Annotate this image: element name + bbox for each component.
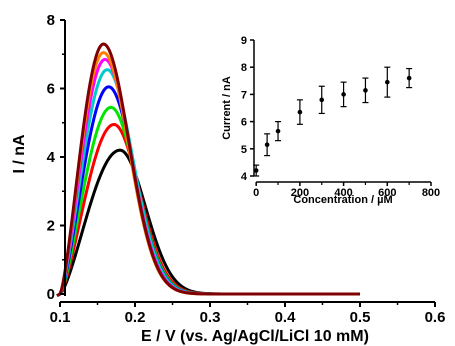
main-x-tick-label: 0.1 [50,309,71,326]
main-chart: 0.1 0.2 0.3 0.4 0.5 0.6 0 2 4 6 8 E / V (vs. Ag/A… [11,12,445,345]
inset-data-point [363,88,368,93]
main-x-tick-label: 0.2 [125,309,146,326]
main-x-tick-label: 0.3 [200,309,221,326]
inset-x-tick-label: 800 [422,187,440,199]
inset-x-tick-label: 200 [291,187,309,199]
main-x-tick-label: 0.5 [350,309,371,326]
inset-y-tick-label: 4 [241,171,248,183]
main-series-line-7 [56,42,360,298]
inset-data-point [384,79,390,85]
main-axes [59,19,436,307]
inset-data-point [406,75,412,81]
inset-y-tick-label: 5 [241,144,247,156]
main-series-line-1 [56,122,360,298]
main-y-tick-labels: 0 2 4 6 8 [47,12,56,303]
main-y-tick-label: 2 [47,218,55,235]
inset-x-axis-title: Concentration / µM [293,194,392,206]
main-curves [56,42,360,298]
inset-y-tick-label: 8 [241,62,247,74]
main-y-tick-label: 4 [47,149,56,166]
inset-y-axis-title: Current / nA [221,76,233,140]
inset-data-point [253,168,259,173]
main-y-tick-label: 6 [47,81,55,98]
main-x-tick-label: 0.4 [275,309,297,326]
inset-points [253,66,413,177]
inset-x-tick-labels: 0 200 400 600 800 [253,187,440,199]
inset-data-point [264,142,270,148]
inset-axes [250,39,432,186]
main-x-tick-label: 0.6 [425,309,446,326]
inset-y-tick-label: 7 [241,89,247,101]
inset-data-point [297,109,303,115]
main-y-tick-label: 0 [47,286,55,303]
inset-data-point [319,97,325,103]
main-y-axis-title: I / nA [11,134,28,174]
inset-y-tick-labels: 4 5 6 7 8 9 [241,35,248,183]
main-series-line-0 [56,148,360,298]
inset-y-tick-label: 6 [241,117,247,129]
inset-y-tick-label: 9 [241,35,247,47]
main-x-tick-labels: 0.1 0.2 0.3 0.4 0.5 0.6 [50,309,446,326]
main-x-axis-title: E / V (vs. Ag/AgCl/LiCl 10 mM) [141,328,369,345]
inset-x-tick-label: 600 [378,187,396,199]
inset-data-point [341,92,346,97]
inset-x-tick-label: 400 [334,187,352,199]
inset-x-tick-label: 0 [253,187,259,199]
inset-data-point [275,128,281,134]
main-y-tick-label: 8 [47,12,55,29]
